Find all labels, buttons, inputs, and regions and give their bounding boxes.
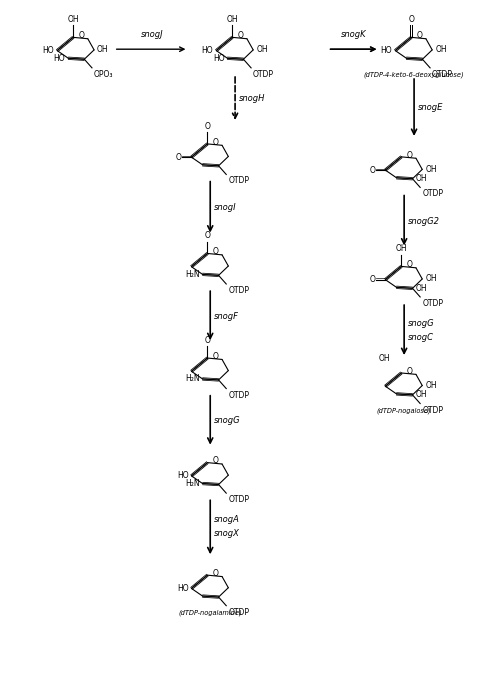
- Text: snogC: snogC: [408, 333, 434, 341]
- Text: HO: HO: [213, 54, 224, 63]
- Text: O: O: [204, 232, 210, 240]
- Text: snogX: snogX: [214, 529, 240, 538]
- Text: O: O: [212, 247, 218, 256]
- Text: H₂N: H₂N: [185, 479, 200, 488]
- Text: (dTDP-4-keto-6-deoxyglucose): (dTDP-4-keto-6-deoxyglucose): [364, 71, 464, 78]
- Text: O: O: [176, 153, 182, 161]
- Text: HO: HO: [380, 46, 392, 55]
- Text: OTDP: OTDP: [422, 299, 443, 308]
- Text: O: O: [204, 336, 210, 345]
- Text: OH: OH: [256, 45, 268, 54]
- Text: (dTDP-nogalose): (dTDP-nogalose): [377, 407, 432, 414]
- Text: O: O: [408, 15, 414, 24]
- Text: OTDP: OTDP: [228, 177, 249, 185]
- Text: OTDP: OTDP: [432, 70, 453, 79]
- Text: snogG: snogG: [408, 319, 434, 328]
- Text: OH: OH: [425, 381, 437, 390]
- Text: OTDP: OTDP: [422, 190, 443, 199]
- Text: O: O: [406, 150, 412, 159]
- Text: OH: OH: [378, 354, 390, 363]
- Text: O: O: [78, 31, 84, 40]
- Text: O: O: [212, 352, 218, 361]
- Text: snogI: snogI: [214, 203, 237, 212]
- Text: OH: OH: [97, 45, 108, 54]
- Text: snogH: snogH: [239, 95, 266, 104]
- Text: HO: HO: [42, 46, 54, 55]
- Text: OPO₃: OPO₃: [94, 70, 114, 79]
- Text: OH: OH: [396, 244, 407, 254]
- Text: OH: OH: [416, 390, 427, 399]
- Text: snogK: snogK: [340, 30, 366, 39]
- Text: O: O: [212, 569, 218, 578]
- Text: snogG2: snogG2: [408, 217, 440, 226]
- Text: snogJ: snogJ: [141, 30, 164, 39]
- Text: OH: OH: [416, 284, 427, 293]
- Text: HO: HO: [177, 471, 188, 480]
- Text: OH: OH: [226, 15, 238, 24]
- Text: OH: OH: [68, 15, 79, 24]
- Text: H₂N: H₂N: [185, 270, 200, 279]
- Text: H₂N: H₂N: [185, 374, 200, 383]
- Text: HO: HO: [202, 46, 213, 55]
- Text: OH: OH: [435, 45, 447, 54]
- Text: O: O: [370, 275, 376, 284]
- Text: O: O: [370, 166, 376, 174]
- Text: O: O: [212, 456, 218, 465]
- Text: HO: HO: [177, 584, 188, 593]
- Text: OTDP: OTDP: [228, 286, 249, 295]
- Text: O: O: [204, 122, 210, 131]
- Text: snogG: snogG: [214, 416, 241, 425]
- Text: O: O: [416, 31, 422, 40]
- Text: OTDP: OTDP: [228, 495, 249, 504]
- Text: OH: OH: [425, 275, 437, 284]
- Text: OTDP: OTDP: [422, 405, 443, 414]
- Text: OTDP: OTDP: [228, 608, 249, 617]
- Text: snogA: snogA: [214, 515, 240, 523]
- Text: HO: HO: [54, 54, 66, 63]
- Text: OTDP: OTDP: [228, 391, 249, 400]
- Text: O: O: [406, 260, 412, 269]
- Text: snogE: snogE: [418, 104, 444, 113]
- Text: snogF: snogF: [214, 312, 239, 321]
- Text: OH: OH: [416, 174, 427, 183]
- Text: (dTDP-nogalamine): (dTDP-nogalamine): [178, 609, 242, 616]
- Text: OTDP: OTDP: [253, 70, 274, 79]
- Text: O: O: [406, 367, 412, 376]
- Text: O: O: [212, 137, 218, 146]
- Text: O: O: [238, 31, 243, 40]
- Text: OH: OH: [425, 165, 437, 174]
